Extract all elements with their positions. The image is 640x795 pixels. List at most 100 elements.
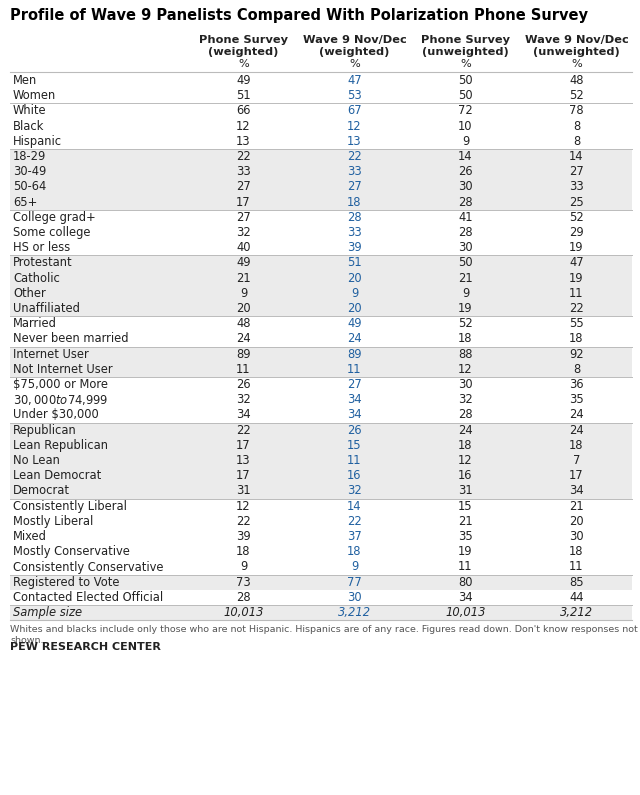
Text: 7: 7 [573, 454, 580, 467]
Text: 67: 67 [347, 104, 362, 118]
Text: Lean Democrat: Lean Democrat [13, 469, 101, 483]
Text: 24: 24 [569, 409, 584, 421]
Text: %: % [571, 59, 582, 69]
Text: 32: 32 [347, 484, 362, 498]
Text: 53: 53 [347, 89, 362, 103]
Text: 15: 15 [347, 439, 362, 452]
Text: 44: 44 [569, 591, 584, 604]
Text: Sample size: Sample size [13, 606, 82, 619]
Text: 30: 30 [458, 378, 473, 391]
Text: No Lean: No Lean [13, 454, 60, 467]
Text: Not Internet User: Not Internet User [13, 363, 113, 376]
Text: 35: 35 [458, 530, 473, 543]
Text: 18: 18 [236, 545, 251, 558]
Bar [10, 347, 632, 362]
Text: 17: 17 [236, 196, 251, 209]
Bar [10, 605, 632, 620]
Text: 37: 37 [347, 530, 362, 543]
Text: Women: Women [13, 89, 56, 103]
Text: 34: 34 [347, 409, 362, 421]
Text: Mostly Conservative: Mostly Conservative [13, 545, 130, 558]
Bar [10, 195, 632, 210]
Text: (weighted): (weighted) [208, 47, 278, 57]
Text: 27: 27 [569, 165, 584, 178]
Text: 30-49: 30-49 [13, 165, 46, 178]
Text: Consistently Liberal: Consistently Liberal [13, 500, 127, 513]
Text: 15: 15 [458, 500, 473, 513]
Text: 39: 39 [347, 242, 362, 254]
Text: College grad+: College grad+ [13, 211, 96, 224]
Text: 20: 20 [347, 302, 362, 315]
Text: 18: 18 [348, 196, 362, 209]
Text: 29: 29 [569, 226, 584, 239]
Text: 16: 16 [348, 469, 362, 483]
Text: 22: 22 [236, 515, 251, 528]
Text: 47: 47 [569, 257, 584, 270]
Text: 17: 17 [569, 469, 584, 483]
Text: 9: 9 [240, 287, 247, 300]
Text: 28: 28 [458, 226, 473, 239]
Text: 11: 11 [236, 363, 251, 376]
Text: 27: 27 [236, 180, 251, 193]
Text: 12: 12 [458, 363, 473, 376]
Text: Protestant: Protestant [13, 257, 72, 270]
Text: 26: 26 [347, 424, 362, 436]
Text: $30,000 to $74,999: $30,000 to $74,999 [13, 393, 108, 407]
Text: 13: 13 [236, 135, 251, 148]
Text: 20: 20 [347, 272, 362, 285]
Text: 52: 52 [569, 89, 584, 103]
Bar [10, 362, 632, 377]
Text: Wave 9 Nov/Dec: Wave 9 Nov/Dec [525, 35, 628, 45]
Bar [10, 165, 632, 180]
Text: Some college: Some college [13, 226, 90, 239]
Text: 18: 18 [348, 545, 362, 558]
Text: 65+: 65+ [13, 196, 37, 209]
Text: 51: 51 [347, 257, 362, 270]
Text: (unweighted): (unweighted) [422, 47, 509, 57]
Text: HS or less: HS or less [13, 242, 70, 254]
Text: 49: 49 [236, 74, 251, 87]
Text: 18: 18 [569, 332, 584, 346]
Text: 14: 14 [348, 500, 362, 513]
Text: 25: 25 [569, 196, 584, 209]
Text: 20: 20 [236, 302, 251, 315]
Text: 21: 21 [458, 272, 473, 285]
Bar [10, 483, 632, 498]
Text: 18-29: 18-29 [13, 150, 46, 163]
Text: (weighted): (weighted) [319, 47, 390, 57]
Text: 17: 17 [236, 469, 251, 483]
Text: 77: 77 [347, 576, 362, 589]
Text: 11: 11 [569, 287, 584, 300]
Text: 48: 48 [569, 74, 584, 87]
Text: 21: 21 [458, 515, 473, 528]
Text: 11: 11 [348, 454, 362, 467]
Text: Hispanic: Hispanic [13, 135, 62, 148]
Text: 32: 32 [236, 394, 251, 406]
Text: 18: 18 [569, 545, 584, 558]
Text: 22: 22 [569, 302, 584, 315]
Text: 22: 22 [236, 150, 251, 163]
Text: 49: 49 [348, 317, 362, 330]
Bar [10, 255, 632, 270]
Text: 9: 9 [240, 560, 247, 573]
Text: 30: 30 [347, 591, 362, 604]
Text: Internet User: Internet User [13, 347, 89, 361]
Text: 34: 34 [347, 394, 362, 406]
Text: 50: 50 [458, 74, 473, 87]
Text: 31: 31 [458, 484, 473, 498]
Text: 26: 26 [236, 378, 251, 391]
Text: 8: 8 [573, 120, 580, 133]
Text: 40: 40 [236, 242, 251, 254]
Text: 9: 9 [351, 287, 358, 300]
Text: 50-64: 50-64 [13, 180, 46, 193]
Text: 78: 78 [569, 104, 584, 118]
Text: 19: 19 [569, 242, 584, 254]
Text: 31: 31 [236, 484, 251, 498]
Text: 48: 48 [236, 317, 251, 330]
Text: 27: 27 [236, 211, 251, 224]
Text: %: % [349, 59, 360, 69]
Text: Contacted Elected Official: Contacted Elected Official [13, 591, 163, 604]
Text: Mostly Liberal: Mostly Liberal [13, 515, 93, 528]
Text: 41: 41 [458, 211, 473, 224]
Bar [10, 423, 632, 438]
